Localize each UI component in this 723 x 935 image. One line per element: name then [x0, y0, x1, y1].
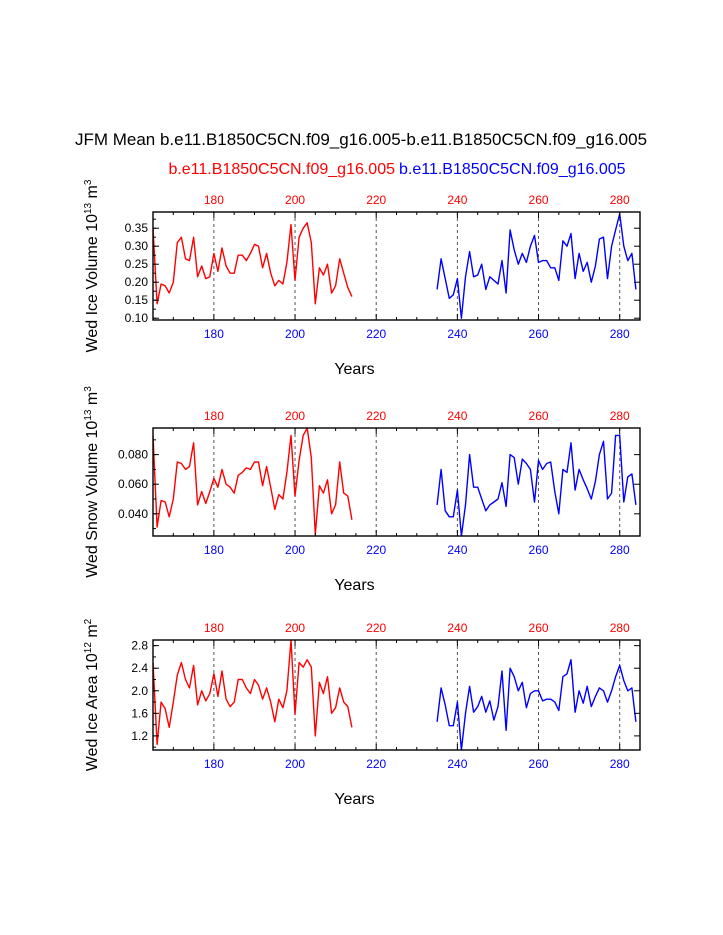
x-tick-label-bottom: 280: [610, 543, 630, 557]
y-tick-label: 1.2: [131, 729, 148, 743]
y-tick-label: 0.20: [125, 275, 149, 289]
x-tick-label-top: 240: [447, 621, 467, 635]
x-tick-label-top: 240: [447, 409, 467, 423]
y-axis-label-part: 3: [83, 179, 94, 185]
y-axis-label-part: Wed Snow Volume 10: [84, 421, 101, 578]
x-tick-label-top: 180: [204, 621, 224, 635]
x-tick-label-top: 220: [366, 193, 386, 207]
x-axis-label: Years: [334, 791, 374, 808]
y-axis-label-part: m: [84, 185, 101, 203]
y-tick-label: 0.15: [125, 293, 149, 307]
case2-series-line: [436, 434, 637, 536]
y-axis-label: Wed Ice Volume 1013 m3: [83, 179, 101, 352]
panel-1: 180 180 200 200 220 220 240 240 260 260 280 280 0.10…: [83, 179, 641, 378]
y-axis-label: Wed Ice Area 1012 m2: [83, 618, 101, 771]
y-tick-label: 0.25: [125, 257, 149, 271]
y-tick-label: 2.8: [131, 639, 148, 653]
case1-label: b.e11.B1850C5CN.f09_g16.005: [168, 161, 395, 178]
x-tick-label-top: 200: [285, 409, 305, 423]
case2-series-line: [436, 213, 637, 319]
y-axis-label-part: 13: [83, 409, 94, 421]
x-tick-label-bottom: 240: [447, 327, 467, 341]
y-tick-label: 0.080: [118, 448, 148, 462]
x-tick-label-bottom: 280: [610, 327, 630, 341]
y-tick-label: 0.30: [125, 239, 149, 253]
y-axis-label-part: 12: [83, 642, 94, 654]
x-tick-label-top: 280: [610, 193, 630, 207]
x-axis-label: Years: [334, 577, 374, 594]
x-tick-label-top: 260: [529, 621, 549, 635]
x-tick-label-bottom: 260: [529, 757, 549, 771]
y-axis-label-part: m: [84, 392, 101, 410]
y-axis-label-part: Wed Ice Volume 10: [84, 214, 101, 353]
x-tick-label-bottom: 200: [285, 757, 305, 771]
x-tick-label-top: 180: [204, 193, 224, 207]
chart-title: JFM Mean b.e11.B1850C5CN.f09_g16.005-b.e…: [75, 130, 647, 149]
x-tick-label-top: 280: [610, 409, 630, 423]
x-tick-label-top: 280: [610, 621, 630, 635]
x-tick-label-top: 180: [204, 409, 224, 423]
y-axis-label-part: 3: [83, 386, 94, 392]
y-tick-label: 0.35: [125, 221, 149, 235]
y-tick-label: 0.10: [125, 311, 149, 325]
y-tick-label: 2.4: [131, 661, 148, 675]
panel-3: 180 180 200 200 220 220 240 240 260 260 280 280 1.2 1…: [83, 618, 641, 808]
case2-label: b.e11.B1850C5CN.f09_g16.005: [399, 161, 626, 178]
y-axis-label: Wed Snow Volume 1013 m3: [83, 386, 101, 578]
y-axis-label-part: 13: [83, 202, 94, 214]
y-tick-label: 0.040: [118, 507, 148, 521]
x-tick-label-top: 260: [529, 409, 549, 423]
x-tick-label-top: 240: [447, 193, 467, 207]
y-axis-label-part: 2: [83, 618, 94, 624]
x-tick-label-top: 220: [366, 621, 386, 635]
y-axis-label-part: Wed Ice Area 10: [84, 653, 101, 771]
case2-series-line: [436, 659, 637, 750]
y-tick-label: 0.060: [118, 477, 148, 491]
x-tick-label-bottom: 220: [366, 543, 386, 557]
x-tick-label-top: 200: [285, 621, 305, 635]
case1-series-line: [153, 640, 353, 746]
x-tick-label-bottom: 220: [366, 757, 386, 771]
x-tick-label-bottom: 180: [204, 543, 224, 557]
x-axis-label: Years: [334, 361, 374, 378]
x-tick-label-bottom: 180: [204, 757, 224, 771]
x-tick-label-bottom: 260: [529, 327, 549, 341]
y-tick-label: 2.0: [131, 684, 148, 698]
x-tick-label-bottom: 220: [366, 327, 386, 341]
x-tick-label-bottom: 200: [285, 327, 305, 341]
x-tick-label-top: 260: [529, 193, 549, 207]
x-tick-label-bottom: 260: [529, 543, 549, 557]
x-tick-label-bottom: 240: [447, 543, 467, 557]
x-tick-label-top: 220: [366, 409, 386, 423]
case1-series-line: [153, 222, 353, 305]
x-tick-label-bottom: 180: [204, 327, 224, 341]
y-axis-label-part: m: [84, 624, 101, 642]
y-tick-label: 1.6: [131, 706, 148, 720]
x-tick-label-bottom: 240: [447, 757, 467, 771]
x-tick-label-bottom: 280: [610, 757, 630, 771]
case1-series-line: [153, 428, 353, 536]
panel-2: 180 180 200 200 220 220 240 240 260 260 280 280 0.04…: [83, 386, 641, 594]
x-tick-label-bottom: 200: [285, 543, 305, 557]
x-tick-label-top: 200: [285, 193, 305, 207]
